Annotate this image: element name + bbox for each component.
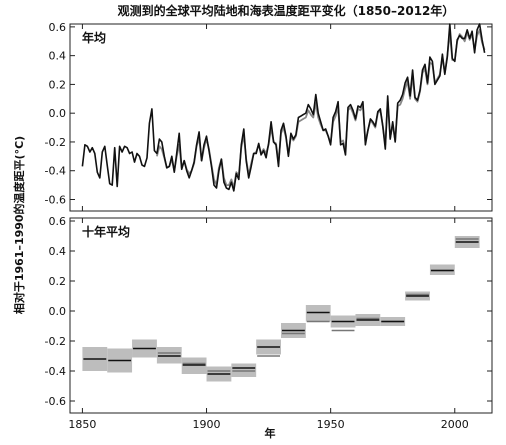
x-axis-label: 年 — [265, 426, 276, 440]
y-tick-label: -0.6 — [45, 193, 66, 206]
y-tick-label: -0.2 — [45, 136, 66, 149]
y-tick-label: -0.4 — [45, 365, 66, 378]
y-tick-label: 0.0 — [49, 305, 67, 318]
y-tick-label: 0.0 — [49, 107, 67, 120]
y-tick-label: -0.4 — [45, 165, 66, 178]
y-tick-label: 0.2 — [49, 275, 67, 288]
panel-label: 年均 — [82, 30, 106, 45]
x-tick-label: 1850 — [68, 418, 96, 431]
panel-frame — [69, 23, 493, 212]
y-tick-label: -0.2 — [45, 335, 66, 348]
x-tick-label: 1950 — [317, 418, 345, 431]
y-tick-label: 0.6 — [49, 21, 67, 34]
decadal-panel: -0.6 -0.4 -0.2 0.0 0.2 0.4 0.6 十年平均 — [45, 215, 493, 414]
x-tick-label: 2000 — [441, 418, 469, 431]
y-tick-label: 0.6 — [49, 215, 67, 228]
panel-frame — [69, 217, 493, 414]
y-axis-label: 相对于1961–1990的温度距平(°C) — [12, 136, 26, 314]
y-tick-label: 0.4 — [49, 245, 67, 258]
y-tick-label: -0.6 — [45, 395, 66, 408]
panel-label: 十年平均 — [82, 224, 130, 239]
chart-title: 观测到的全球平均陆地和海表温度距平变化（1850–2012年） — [118, 3, 455, 18]
x-tick-label: 1900 — [193, 418, 221, 431]
annual-panel: -0.6 -0.4 -0.2 0.0 0.2 0.4 0.6 年均 — [45, 21, 493, 212]
y-tick-label: 0.2 — [49, 78, 67, 91]
y-tick-label: 0.4 — [49, 50, 67, 63]
series-line-secondary — [156, 28, 486, 189]
series-line-primary — [81, 23, 486, 192]
